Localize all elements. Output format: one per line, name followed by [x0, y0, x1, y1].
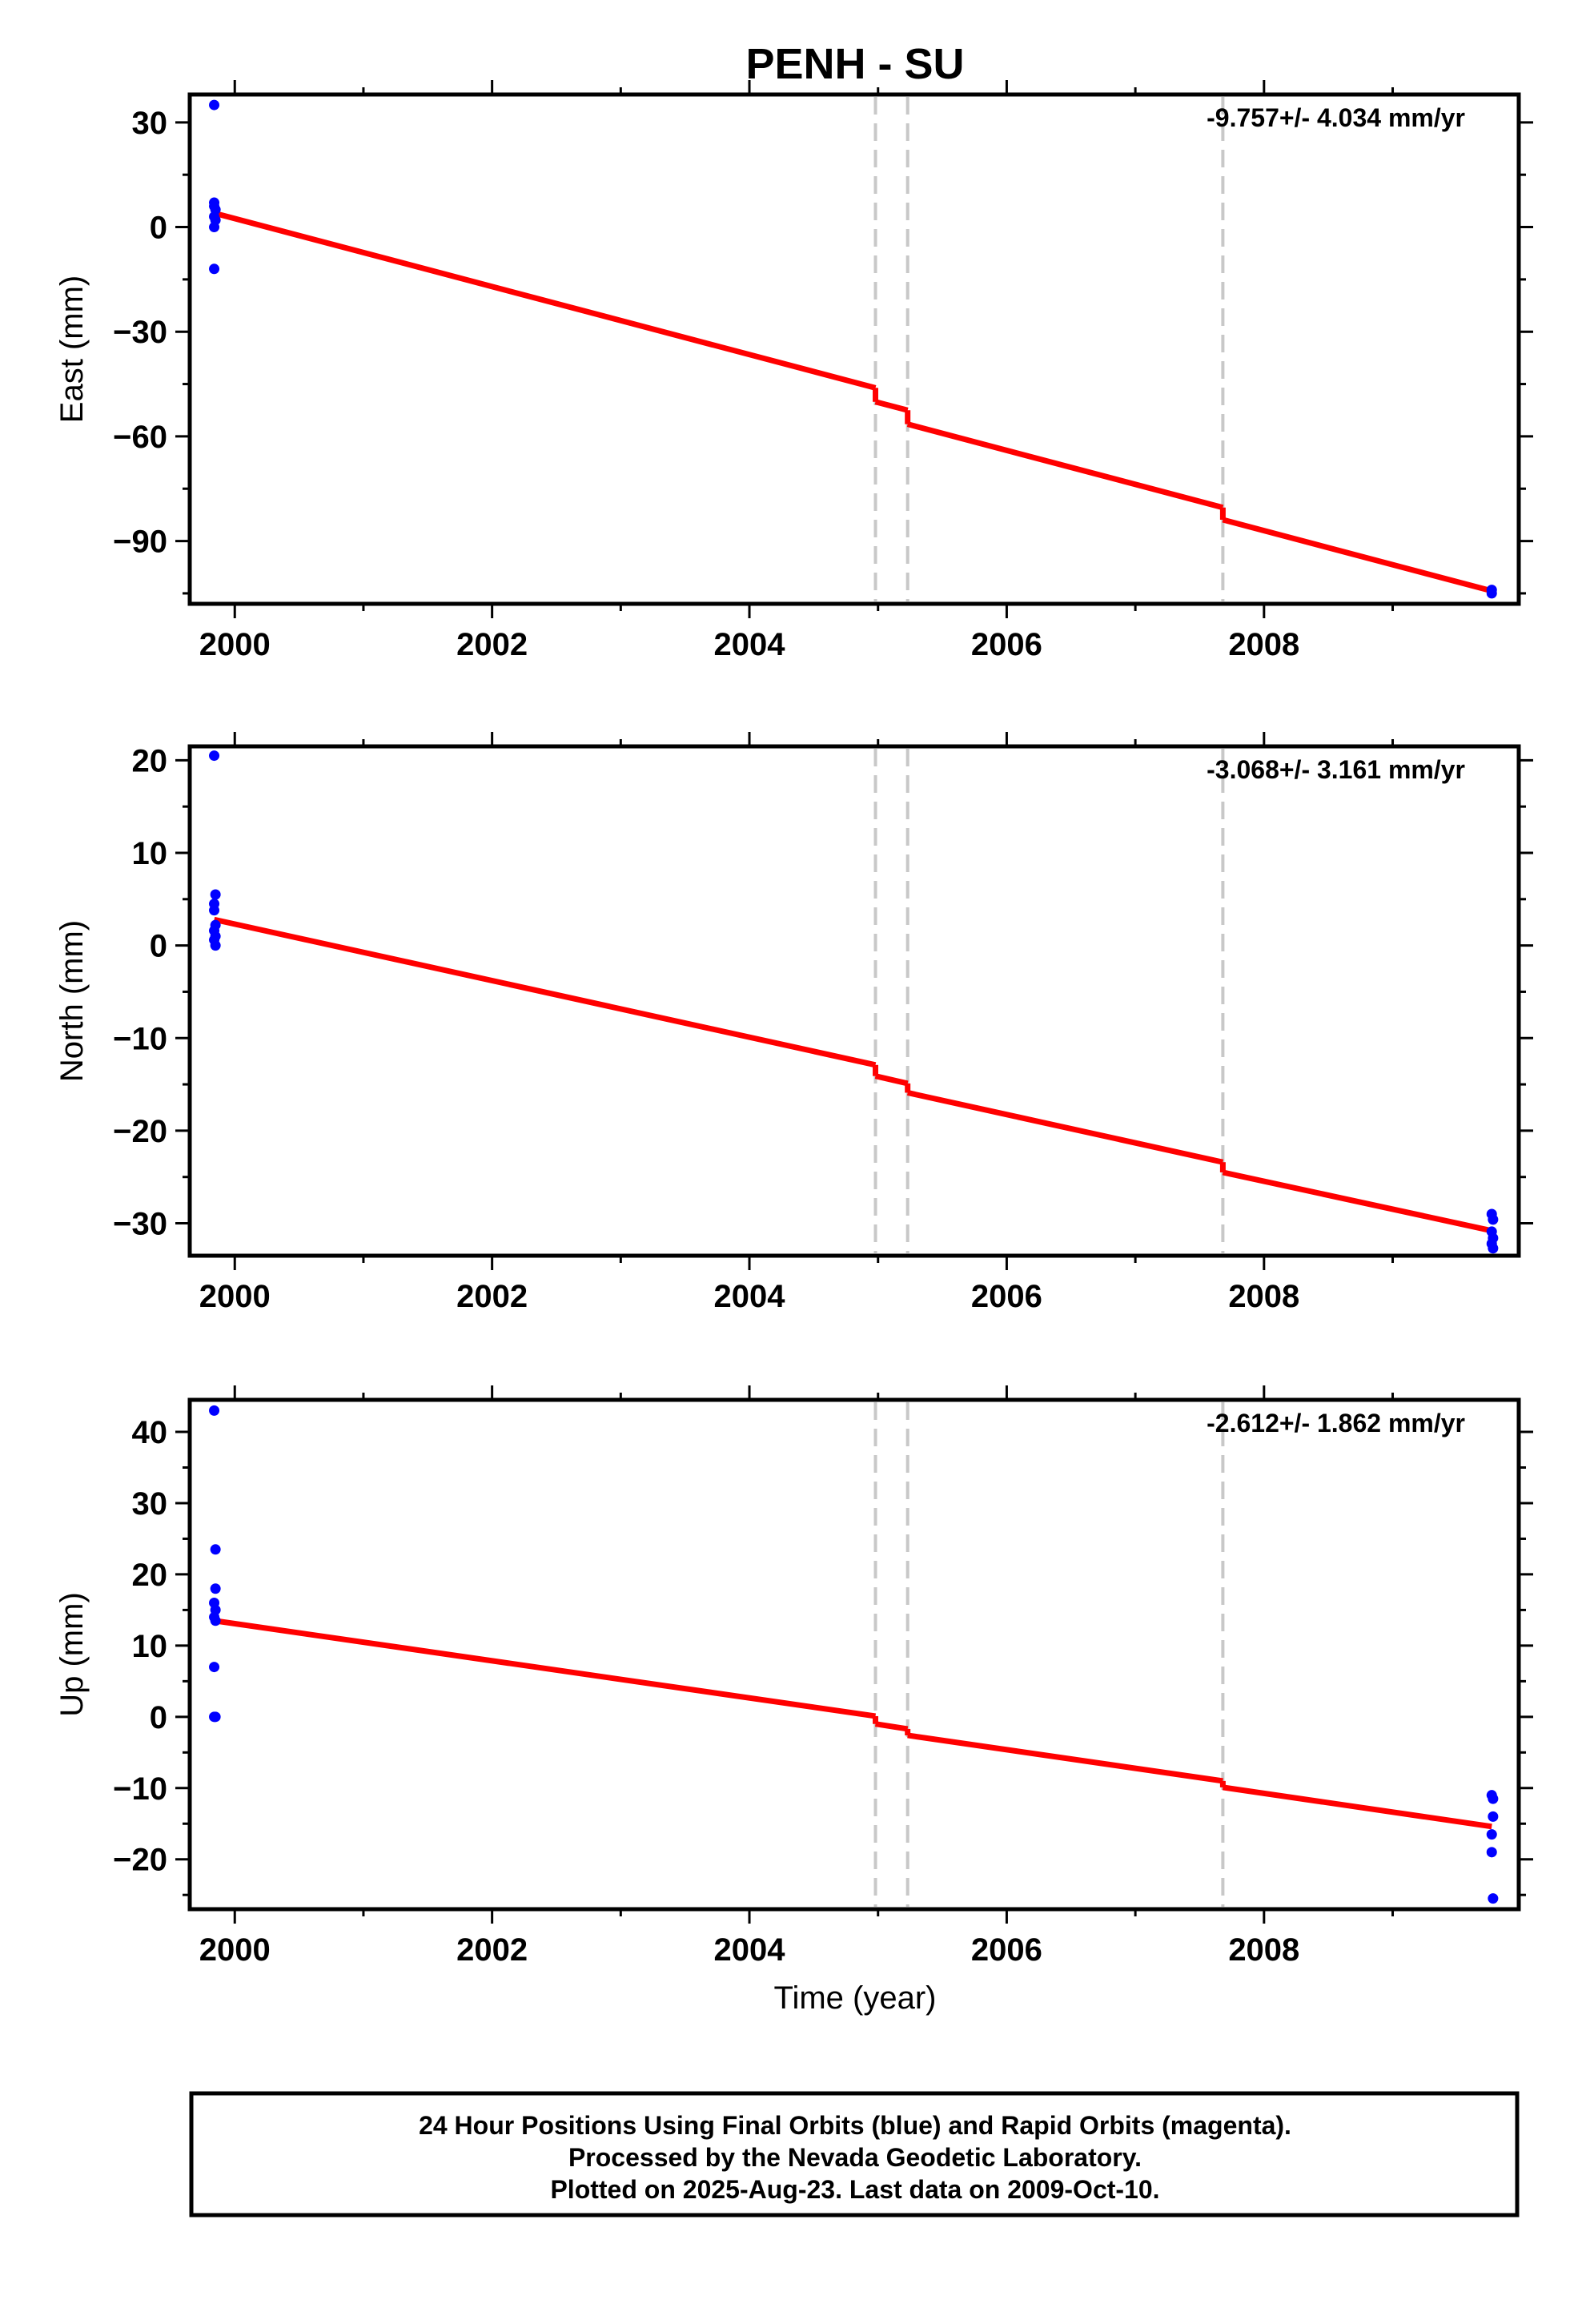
up-x-tick-label: 2006	[971, 1932, 1042, 1968]
east-x-tick-label: 2000	[199, 627, 271, 662]
up-data-point	[1488, 1793, 1499, 1804]
east-fit-segment	[213, 210, 877, 391]
up-data-point	[1488, 1893, 1499, 1904]
up-x-tick-label: 2004	[714, 1932, 786, 1968]
east-x-tick-label: 2002	[456, 627, 528, 662]
east-data-point	[209, 99, 220, 111]
north-y-tick-label: −10	[113, 1021, 167, 1056]
east-y-tick-label: −60	[113, 420, 167, 455]
up-x-tick-label: 2000	[199, 1932, 271, 1968]
up-data-point	[210, 1544, 221, 1555]
up-data-point	[210, 1711, 221, 1723]
north-data-point	[209, 750, 220, 762]
up-y-tick-label: 10	[132, 1629, 168, 1664]
north-fit-segment	[213, 916, 877, 1068]
up-fit-segment	[1222, 1784, 1492, 1830]
east-rate-label: -9.757+/- 4.034 mm/yr	[1207, 103, 1465, 132]
east-data-point	[209, 263, 220, 275]
east-data-point	[209, 222, 220, 233]
up-y-tick-label: 0	[150, 1700, 167, 1735]
up-fit-segment	[214, 1618, 877, 1719]
east-data-point	[1486, 588, 1497, 599]
footer-line-1: 24 Hour Positions Using Final Orbits (bl…	[419, 2111, 1291, 2140]
north-panel: 20 10 0 −10 −20 −30 2000 2002 2004 2006 2008 North …	[54, 732, 1533, 1314]
north-fit-segment	[874, 1073, 909, 1087]
up-y-tick-label: 40	[132, 1415, 168, 1450]
north-data-point	[210, 940, 221, 951]
up-y-axis-label: Up (mm)	[54, 1592, 90, 1717]
up-y-tick-label: 20	[132, 1558, 168, 1593]
north-y-tick-label: −20	[113, 1114, 167, 1149]
east-y-axis-label: East (mm)	[54, 275, 90, 423]
east-plot-frame	[187, 92, 1521, 606]
chart-title: PENH - SU	[745, 40, 964, 88]
north-fit-segment	[906, 1090, 1224, 1165]
x-axis-label: Time (year)	[774, 1980, 937, 2016]
east-fit-segment	[874, 399, 909, 413]
footer-frame	[189, 2091, 1520, 2217]
north-y-tick-label: 0	[150, 929, 167, 964]
north-y-tick-label: 20	[132, 743, 168, 778]
north-data-point	[1488, 1214, 1499, 1225]
north-x-tick-label: 2006	[971, 1279, 1042, 1314]
east-x-tick-label: 2004	[714, 627, 786, 662]
east-panel: 30 0 −30 −60 −90 2000 2002 2004 2006 2008 East (mm…	[54, 80, 1533, 662]
north-x-tick-label: 2002	[456, 1279, 528, 1314]
footer-line-2: Processed by the Nevada Geodetic Laborat…	[568, 2143, 1142, 2172]
east-fit-segment	[1222, 517, 1493, 594]
up-panel: 40 30 20 10 0 −10 −20 2000 2002 2004 2006 2008 Up (m…	[54, 1385, 1533, 1968]
north-y-tick-label: 10	[132, 836, 168, 871]
up-data-point	[1488, 1811, 1499, 1822]
up-fit-segment	[907, 1732, 1223, 1784]
up-rate-label: -2.612+/- 1.862 mm/yr	[1207, 1409, 1465, 1437]
up-y-tick-label: −10	[113, 1771, 167, 1807]
north-y-tick-label: −30	[113, 1207, 167, 1242]
up-data-point	[1486, 1847, 1497, 1858]
footer-box: 24 Hour Positions Using Final Orbits (bl…	[189, 2091, 1520, 2217]
footer-line-3: Plotted on 2025-Aug-23. Last data on 200…	[550, 2175, 1159, 2204]
up-data-point	[1486, 1829, 1497, 1840]
up-y-tick-label: −20	[113, 1843, 167, 1878]
east-y-tick-label: −30	[113, 315, 167, 350]
north-y-axis-label: North (mm)	[54, 920, 90, 1082]
north-x-tick-label: 2000	[199, 1279, 271, 1314]
north-fit-segment	[1222, 1169, 1492, 1234]
up-data-point	[210, 1583, 221, 1594]
up-data-point	[209, 1662, 220, 1673]
east-x-tick-label: 2008	[1228, 627, 1299, 662]
up-data-point	[209, 1405, 220, 1416]
north-x-tick-label: 2004	[714, 1279, 786, 1314]
up-y-tick-label: 30	[132, 1486, 168, 1522]
north-rate-label: -3.068+/- 3.161 mm/yr	[1207, 755, 1465, 784]
east-x-tick-label: 2006	[971, 627, 1042, 662]
up-plot-frame	[187, 1397, 1521, 1912]
up-fit-segment	[874, 1721, 909, 1732]
east-fit-segment	[906, 421, 1224, 511]
up-data-point	[210, 1615, 221, 1626]
east-y-tick-label: 0	[150, 211, 167, 246]
north-data-point	[1488, 1243, 1499, 1254]
east-y-tick-label: 30	[132, 106, 168, 141]
north-data-point	[209, 905, 220, 916]
up-x-tick-label: 2008	[1228, 1932, 1299, 1968]
north-plot-frame	[187, 744, 1521, 1258]
north-data-point	[210, 889, 221, 900]
up-x-tick-label: 2002	[456, 1932, 528, 1968]
east-y-tick-label: −90	[113, 525, 167, 560]
north-x-tick-label: 2008	[1228, 1279, 1299, 1314]
